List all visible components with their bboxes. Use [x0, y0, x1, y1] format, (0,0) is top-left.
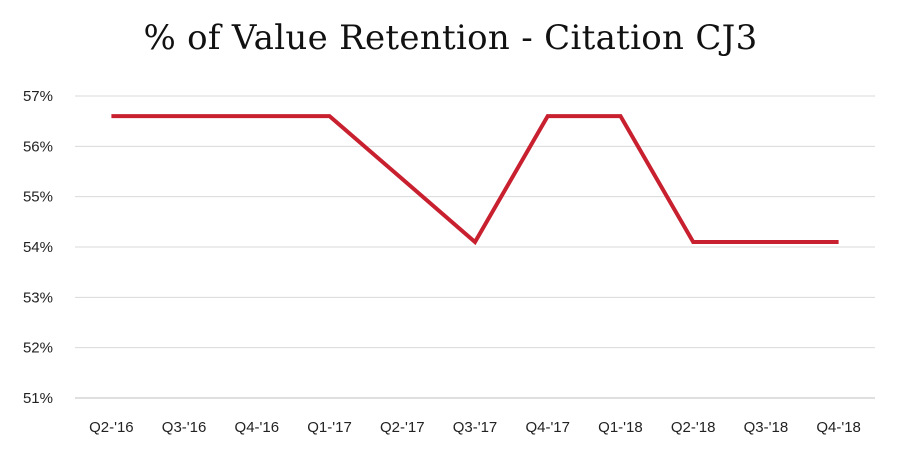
- x-tick-label: Q3-'18: [744, 419, 789, 436]
- y-tick-label: 56%: [23, 138, 53, 155]
- x-tick-label: Q4-'17: [525, 419, 570, 436]
- y-axis-ticks: 51% 52% 53% 54% 55% 56% 57%: [23, 88, 53, 407]
- x-tick-label: Q2-'18: [671, 419, 716, 436]
- x-tick-label: Q3-'16: [162, 419, 207, 436]
- x-tick-label: Q2-'16: [89, 419, 134, 436]
- y-tick-label: 52%: [23, 340, 53, 357]
- chart-title: % of Value Retention - Citation CJ3: [143, 18, 758, 58]
- y-tick-label: 57%: [23, 88, 53, 105]
- x-tick-label: Q4-'18: [816, 419, 861, 436]
- x-tick-label: Q2-'17: [380, 419, 425, 436]
- y-tick-label: 51%: [23, 390, 53, 407]
- series-layer: [111, 114, 839, 246]
- x-tick-label: Q1-'18: [598, 419, 643, 436]
- x-tick-label: Q4-'16: [235, 419, 280, 436]
- y-tick-label: 54%: [23, 239, 53, 256]
- y-tick-label: 53%: [23, 289, 53, 306]
- gridlines: [75, 95, 875, 399]
- x-axis-ticks: Q2-'16 Q3-'16 Q4-'16 Q1-'17 Q2-'17 Q3-'17 Q4-'…: [89, 419, 861, 436]
- y-tick-label: 55%: [23, 189, 53, 206]
- x-tick-label: Q1-'17: [307, 419, 352, 436]
- x-tick-label: Q3-'17: [453, 419, 498, 436]
- series-line: [111, 114, 839, 246]
